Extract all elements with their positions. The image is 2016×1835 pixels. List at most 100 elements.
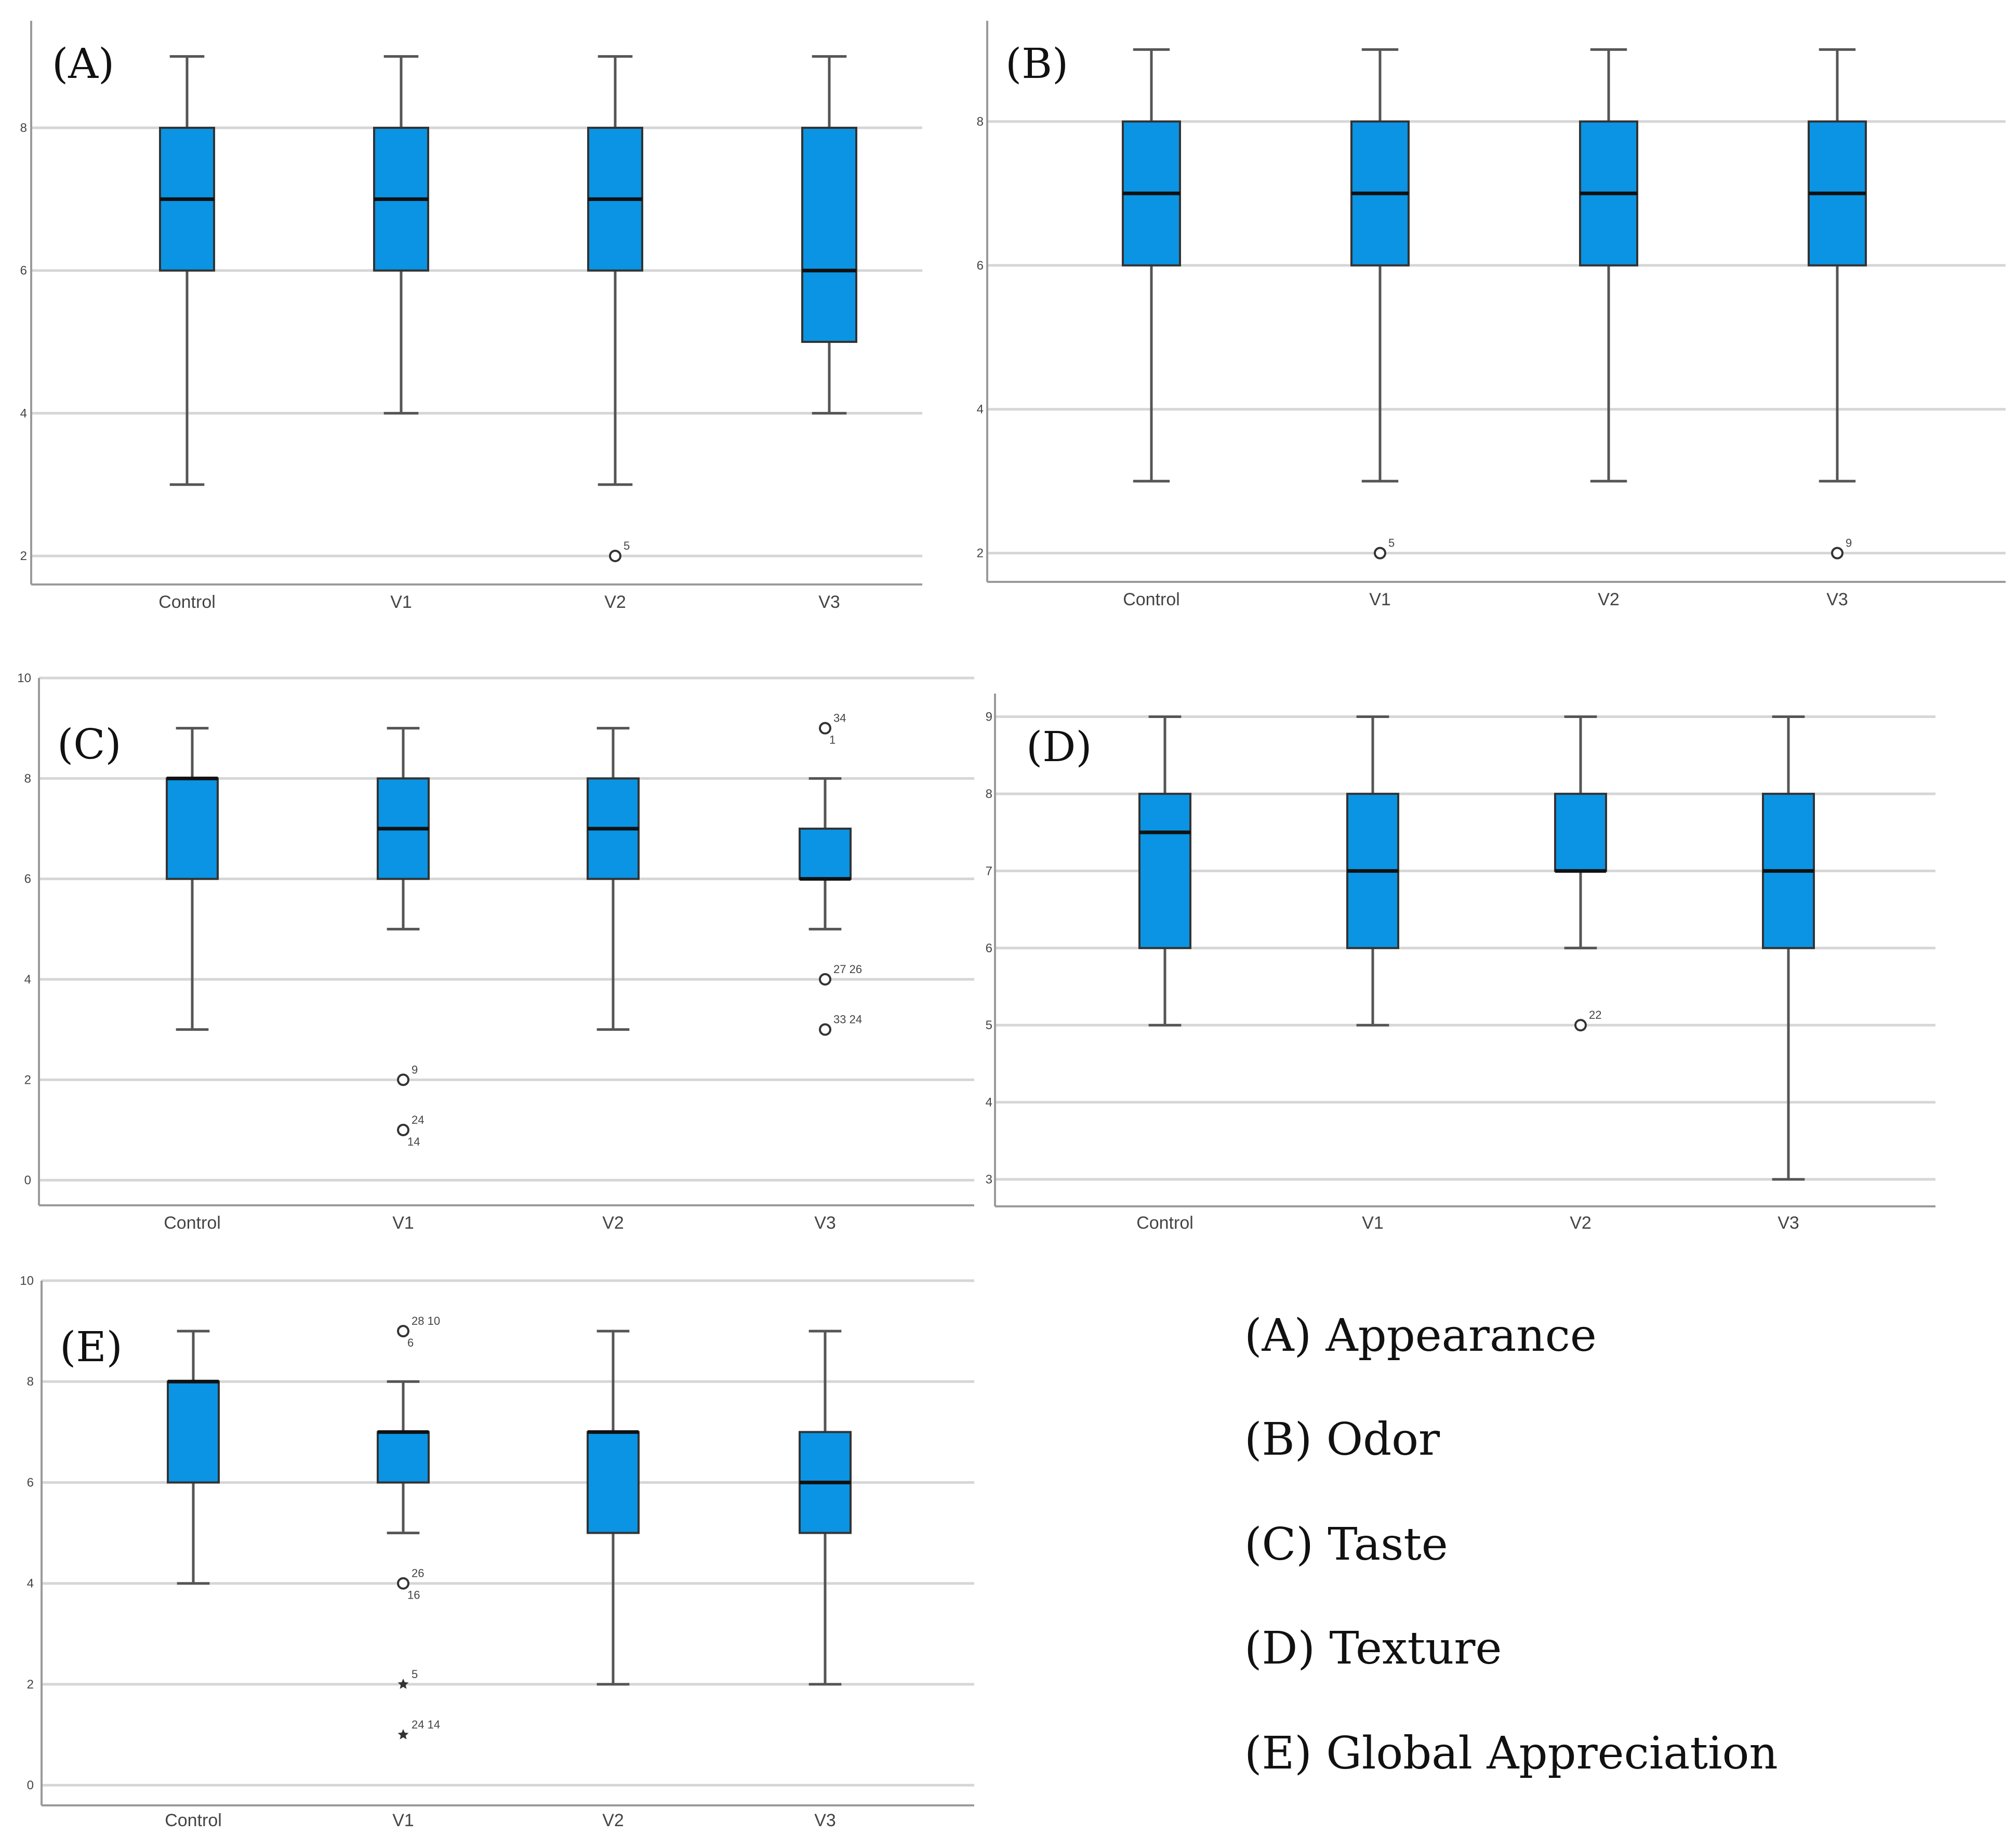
box-v1 <box>1350 48 1410 483</box>
box-v3 <box>799 777 852 930</box>
y-tick-label: 0 <box>24 1174 31 1188</box>
box-control <box>159 55 215 486</box>
iqr-box <box>166 777 219 880</box>
outlier-label: 33 24 <box>833 1013 862 1026</box>
y-tick-label: 3 <box>986 1173 992 1187</box>
outlier-point <box>819 722 831 735</box>
box-v2 <box>587 55 643 486</box>
outlier-point <box>819 1023 831 1036</box>
box-v1 <box>377 1380 430 1535</box>
outlier-point <box>397 1325 409 1338</box>
x-tick-label: Control <box>165 1811 222 1830</box>
outlier-point <box>397 1577 409 1590</box>
x-tick-label: V3 <box>814 1811 836 1830</box>
y-tick-label: 8 <box>20 121 27 135</box>
panel-label: (B) <box>1005 39 1068 88</box>
outlier-point <box>397 1073 409 1086</box>
box-v1 <box>373 55 429 415</box>
y-tick-label: 7 <box>986 864 992 878</box>
y-tick-label: 0 <box>27 1778 34 1792</box>
x-tick-label: V1 <box>1362 1213 1384 1233</box>
iqr-box <box>377 1431 430 1484</box>
outlier-label: 16 <box>407 1589 420 1602</box>
y-tick-label: 4 <box>24 973 31 987</box>
box-control <box>167 1329 220 1585</box>
outlier-label: 9 <box>412 1063 418 1076</box>
x-tick-label: V1 <box>390 592 412 612</box>
legend-item-odor: (B) Odor <box>1244 1414 1440 1466</box>
panel-label: (A) <box>52 39 114 88</box>
y-tick-label: 8 <box>24 772 31 786</box>
x-tick-label: V3 <box>1778 1213 1799 1233</box>
y-tick-label: 4 <box>986 1096 992 1110</box>
y-tick-label: 2 <box>20 549 27 563</box>
box-v2 <box>587 1329 640 1686</box>
outlier-point <box>609 550 621 563</box>
x-tick-label: Control <box>158 592 216 612</box>
x-tick-label: Control <box>1136 1213 1193 1233</box>
outlier-label: 5 <box>412 1668 418 1681</box>
x-tick-label: V1 <box>392 1811 414 1830</box>
x-tick-label: V2 <box>602 1213 624 1233</box>
outlier-point <box>397 1124 409 1136</box>
y-tick-label: 2 <box>24 1073 31 1087</box>
box-v3 <box>799 1329 852 1686</box>
box-v3 <box>801 55 857 415</box>
x-tick-label: V3 <box>814 1213 836 1233</box>
y-tick-label: 10 <box>20 1274 34 1288</box>
box-v2 <box>587 727 640 1031</box>
legend-item-texture: (D) Texture <box>1244 1623 1502 1674</box>
y-tick-label: 10 <box>17 671 31 685</box>
panel-d: 3 4 5 6 7 8 9 (D) Control V1 V2 V3 22 <box>986 694 1935 1233</box>
y-tick-label: 8 <box>977 115 984 129</box>
outlier-label: 5 <box>624 539 630 552</box>
iqr-box <box>801 127 857 343</box>
outlier-label: 24 14 <box>412 1718 440 1731</box>
iqr-box <box>587 1431 640 1534</box>
box-v3 <box>1808 48 1867 483</box>
y-tick-label: 6 <box>977 259 984 273</box>
outlier-point <box>1831 547 1843 560</box>
legend-item-taste: (C) Taste <box>1244 1519 1448 1571</box>
outlier-label: 34 <box>833 712 846 725</box>
box-v2 <box>1579 48 1638 483</box>
y-tick-label: 2 <box>27 1678 34 1692</box>
y-tick-label: 5 <box>986 1018 992 1032</box>
panel-label: (D) <box>1026 723 1092 771</box>
y-tick-label: 8 <box>27 1375 34 1389</box>
x-tick-label: V2 <box>604 592 626 612</box>
outlier-label: 9 <box>1846 537 1852 550</box>
y-tick-label: 4 <box>977 403 984 417</box>
y-tick-label: 6 <box>20 264 27 278</box>
y-tick-label: 6 <box>986 941 992 955</box>
iqr-box <box>799 828 852 880</box>
outlier-label: 27 26 <box>833 963 862 976</box>
panel-label: (E) <box>60 1323 123 1371</box>
iqr-box <box>167 1380 220 1484</box>
outlier-label: 6 <box>407 1336 414 1349</box>
box-control <box>1138 715 1191 1027</box>
outlier-label: 22 <box>1589 1008 1601 1021</box>
x-tick-label: Control <box>1123 590 1180 609</box>
y-tick-label: 4 <box>20 406 27 420</box>
x-tick-label: V1 <box>1369 590 1391 609</box>
panel-e: 0 2 4 6 8 10 (E) Control V1 V2 V3 28 10 6 26 16 5 24 14 <box>20 1274 974 1830</box>
box-v3 <box>1762 715 1815 1181</box>
iqr-box <box>1554 792 1607 872</box>
outlier-label: 26 <box>412 1567 424 1580</box>
x-tick-label: V3 <box>818 592 840 612</box>
outlier-label: 1 <box>829 734 835 747</box>
iqr-box <box>1138 792 1191 949</box>
box-v2 <box>1554 715 1607 950</box>
outlier-label: 24 <box>412 1113 424 1126</box>
outlier-point <box>1374 547 1386 560</box>
y-tick-label: 6 <box>27 1475 34 1490</box>
legend-item-appearance: (A) Appearance <box>1244 1310 1597 1362</box>
y-tick-label: 4 <box>27 1577 34 1591</box>
y-tick-label: 8 <box>986 787 992 801</box>
legend-item-global-appreciation: (E) Global Appreciation <box>1244 1727 1778 1779</box>
panel-label: (C) <box>57 720 122 768</box>
y-tick-label: 9 <box>986 710 992 724</box>
